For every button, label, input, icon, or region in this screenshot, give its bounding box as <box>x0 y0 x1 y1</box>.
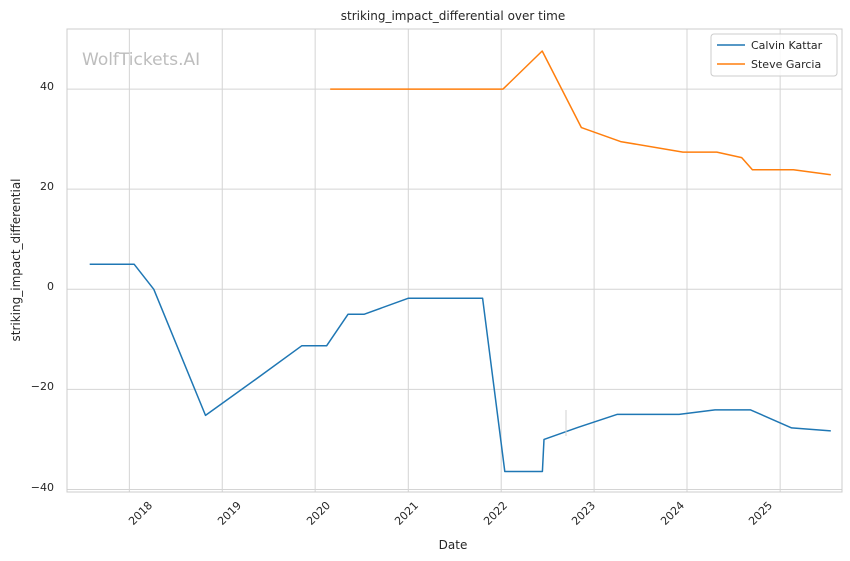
y-axis-ticks: 40 20 0 −20 −40 <box>31 80 54 494</box>
y-axis-title: striking_impact_differential <box>9 178 23 341</box>
series-line-steve-garcia <box>330 50 831 176</box>
y-tick-label: −40 <box>31 481 54 494</box>
plot-frame <box>66 28 843 493</box>
chart-title: striking_impact_differential over time <box>341 9 566 23</box>
legend: Calvin Kattar Steve Garcia <box>710 33 838 77</box>
legend-label-calvin-kattar: Calvin Kattar <box>751 39 823 52</box>
y-tick-label: 40 <box>40 80 54 93</box>
watermark: WolfTickets.AI <box>82 50 200 70</box>
x-axis-title: Date <box>439 538 468 552</box>
y-tick-label: 20 <box>40 180 54 193</box>
y-tick-label: 0 <box>47 280 54 293</box>
y-tick-label: −20 <box>31 380 54 393</box>
series-line-calvin-kattar <box>89 263 831 473</box>
series-lines <box>89 50 831 473</box>
legend-label-steve-garcia: Steve Garcia <box>751 58 821 71</box>
